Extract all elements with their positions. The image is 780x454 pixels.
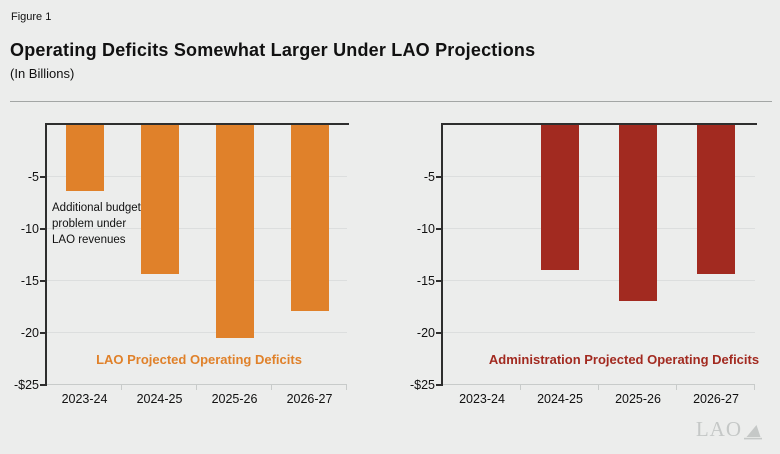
series-label: LAO Projected Operating Deficits <box>96 352 302 367</box>
x-axis-tick <box>346 385 347 390</box>
y-axis-tick-label: -5 <box>27 170 39 184</box>
gridline <box>47 228 347 229</box>
y-axis-tick-label: -15 <box>416 274 435 288</box>
y-axis-tick-label: -10 <box>20 222 39 236</box>
x-axis-label: 2026-27 <box>286 392 333 406</box>
y-axis-tick <box>40 228 45 230</box>
y-axis-tick-label: -15 <box>20 274 39 288</box>
annotation-line: Additional budget <box>52 202 141 214</box>
x-axis-label: 2026-27 <box>693 392 739 406</box>
y-axis-tick <box>40 176 45 178</box>
x-axis-label: 2023-24 <box>61 392 108 406</box>
y-axis-tick-label: -10 <box>416 222 435 236</box>
figure-label: Figure 1 <box>11 11 52 23</box>
y-axis-tick-label: -$25 <box>409 378 435 392</box>
x-axis-label: 2025-26 <box>211 392 258 406</box>
x-baseline <box>443 384 755 385</box>
x-baseline <box>47 384 347 385</box>
annotation-additional-budget-problem: Additional budget problem under LAO revenu… <box>52 200 141 248</box>
y-axis-tick <box>40 332 45 334</box>
x-axis-zero-line <box>441 123 757 125</box>
series-label: Administration Projected Operating Defic… <box>488 352 760 367</box>
gridline <box>47 176 347 177</box>
x-axis-tick <box>121 385 122 390</box>
page-subtitle: (In Billions) <box>10 66 75 81</box>
x-axis-tick <box>271 385 272 390</box>
y-axis-tick <box>436 280 441 282</box>
bar-2026-27 <box>290 125 329 312</box>
x-axis-label: 2024-25 <box>136 392 183 406</box>
lao-logo: LAO <box>696 417 762 442</box>
y-axis-tick <box>436 228 441 230</box>
x-axis-label: 2024-25 <box>537 392 583 406</box>
y-axis-tick <box>436 384 441 386</box>
gridline <box>443 280 755 281</box>
bar-2025-26 <box>619 125 657 301</box>
gridline <box>47 332 347 333</box>
y-axis-tick-label: -$25 <box>13 378 39 392</box>
lao-logo-capitol-icon <box>744 425 762 440</box>
bar-2024-25 <box>541 125 579 270</box>
y-axis-tick <box>40 280 45 282</box>
gridline <box>443 332 755 333</box>
y-axis-tick-label: -20 <box>20 326 39 340</box>
header-divider <box>10 101 772 102</box>
gridline <box>443 228 755 229</box>
page-title: Operating Deficits Somewhat Larger Under… <box>10 40 536 60</box>
bar-2024-25 <box>140 125 179 274</box>
annotation-line: LAO revenues <box>52 234 126 246</box>
bar-2023-24 <box>65 125 104 191</box>
lao-logo-text: LAO <box>695 417 742 441</box>
x-axis-zero-line <box>45 123 349 125</box>
y-axis-tick <box>40 384 45 386</box>
x-axis-tick <box>196 385 197 390</box>
y-axis-line <box>441 123 443 386</box>
bar-2025-26 <box>215 125 254 339</box>
chart-lao-projected-deficits: -5 -10 -15 -20 -$25 2023-24 2024-25 2025-26 2026… <box>14 123 349 406</box>
chart-administration-projected-deficits: -5 -10 -15 -20 -$25 2023-24 2024-25 2025-26 2026… <box>410 123 759 406</box>
x-axis-label: 2025-26 <box>615 392 661 406</box>
x-axis-tick <box>520 385 521 390</box>
x-axis-label: 2023-24 <box>459 392 505 406</box>
x-axis-tick <box>598 385 599 390</box>
gridline <box>443 176 755 177</box>
y-axis-tick <box>436 332 441 334</box>
annotation-line: problem under <box>52 218 127 230</box>
y-axis-tick <box>436 176 441 178</box>
gridline <box>47 280 347 281</box>
bar-2026-27 <box>697 125 735 274</box>
x-axis-tick <box>754 385 755 390</box>
y-axis-tick-label: -20 <box>416 326 435 340</box>
x-axis-tick <box>676 385 677 390</box>
y-axis-line <box>45 123 47 386</box>
y-axis-tick-label: -5 <box>423 170 435 184</box>
